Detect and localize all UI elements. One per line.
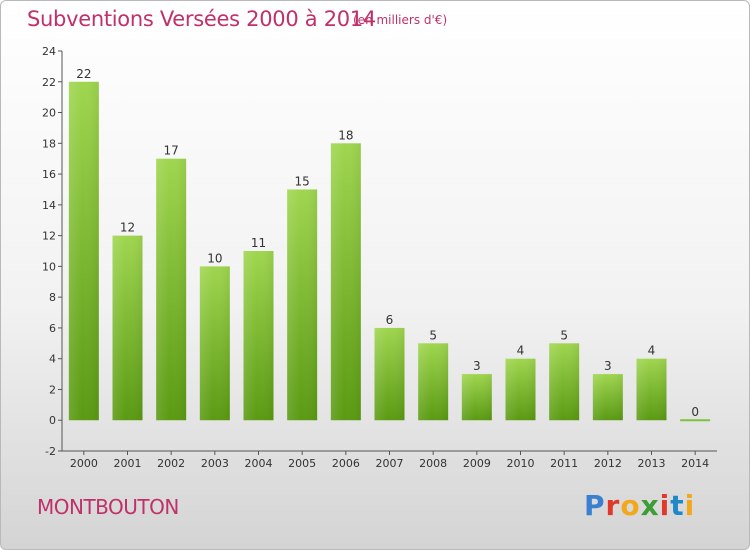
data-label: 4	[648, 344, 656, 358]
x-tick-label: 2006	[332, 457, 360, 470]
y-tick-label: 24	[42, 45, 56, 58]
data-label: 5	[560, 328, 568, 342]
bar-shine	[243, 251, 274, 421]
x-tick-label: 2000	[70, 457, 98, 470]
data-label: 12	[120, 221, 135, 235]
x-tick-label: 2001	[114, 457, 142, 470]
data-label: 6	[386, 313, 394, 327]
logo-letter: i	[684, 489, 696, 522]
x-tick-label: 2005	[288, 457, 316, 470]
bar-shine	[199, 266, 230, 421]
x-tick-label: 2010	[507, 457, 535, 470]
bar-shine	[330, 143, 361, 421]
y-tick-label: 6	[49, 322, 56, 335]
data-label: 4	[517, 344, 525, 358]
proxiti-logo: Proxiti	[584, 489, 695, 522]
y-tick-label: 8	[49, 291, 56, 304]
logo-letter: i	[659, 489, 671, 522]
bar-shine	[461, 374, 492, 421]
x-tick-label: 2013	[638, 457, 666, 470]
x-tick-label: 2011	[550, 457, 578, 470]
bar-shine	[112, 235, 143, 421]
bar-shine	[592, 374, 623, 421]
bar-shine	[156, 158, 187, 421]
data-label: 22	[76, 67, 91, 81]
y-tick-label: 12	[42, 230, 56, 243]
data-label: 3	[604, 359, 612, 373]
x-tick-label: 2003	[201, 457, 229, 470]
data-label: 5	[429, 328, 437, 342]
bar-shine	[505, 358, 536, 421]
logo-letter: t	[670, 489, 685, 522]
y-tick-label: 18	[42, 137, 56, 150]
commune-name: MONTBOUTON	[37, 495, 179, 519]
bar-shine	[287, 189, 318, 421]
bar-shine	[68, 81, 99, 421]
data-label: 11	[251, 236, 266, 250]
logo-letter: x	[640, 489, 660, 522]
y-tick-label: 20	[42, 107, 56, 120]
x-tick-label: 2014	[681, 457, 709, 470]
data-label: 3	[473, 359, 481, 373]
bar-shine	[636, 358, 667, 421]
x-tick-label: 2002	[157, 457, 185, 470]
x-tick-label: 2007	[376, 457, 404, 470]
bar-shine	[374, 327, 405, 421]
chart-unit: (en milliers d'€)	[353, 13, 448, 27]
bar-shine	[549, 343, 580, 421]
data-label: 18	[338, 128, 353, 142]
logo-letter: o	[620, 489, 641, 522]
y-tick-label: 10	[42, 260, 56, 273]
y-tick-label: 14	[42, 199, 56, 212]
x-tick-label: 2004	[245, 457, 273, 470]
data-label: 17	[164, 144, 179, 158]
data-label: 15	[295, 174, 310, 188]
data-label: 10	[207, 251, 222, 265]
y-tick-label: -2	[45, 445, 56, 458]
chart-title: Subventions Versées 2000 à 2014	[27, 7, 376, 31]
y-tick-label: 0	[49, 414, 56, 427]
logo-letter: r	[605, 489, 621, 522]
x-tick-label: 2012	[594, 457, 622, 470]
y-tick-label: 22	[42, 76, 56, 89]
y-tick-label: 2	[49, 383, 56, 396]
bar-shine	[418, 343, 449, 421]
x-tick-label: 2009	[463, 457, 491, 470]
y-tick-label: 16	[42, 168, 56, 181]
x-tick-label: 2008	[419, 457, 447, 470]
logo-letter: P	[584, 489, 606, 522]
y-tick-label: 4	[49, 353, 56, 366]
data-label: 0	[691, 405, 699, 419]
